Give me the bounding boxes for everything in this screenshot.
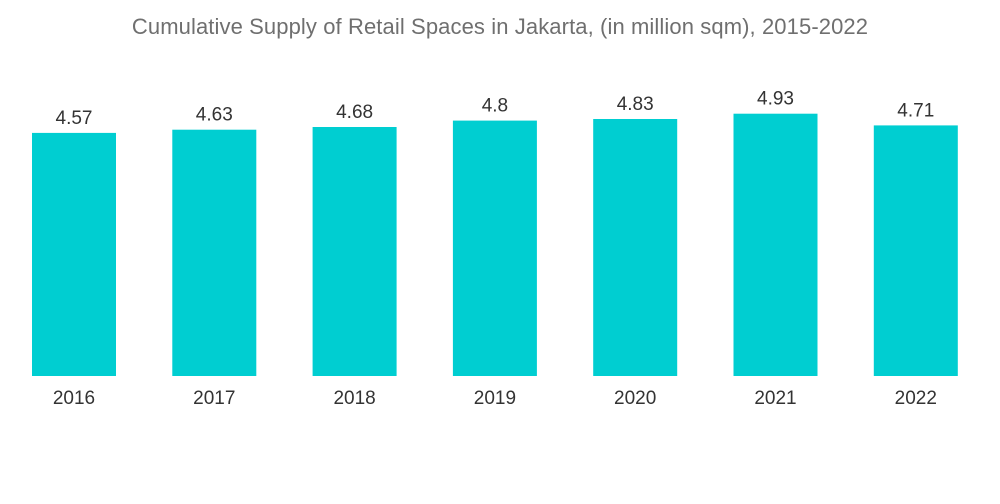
data-label-2018: 4.68 <box>336 102 373 123</box>
data-label-2017: 4.63 <box>196 105 233 126</box>
bar-2022 <box>873 125 958 377</box>
x-tick-label-2020: 2020 <box>614 388 656 409</box>
bar-2018 <box>312 127 397 376</box>
x-tick-label-2018: 2018 <box>333 388 375 409</box>
data-label-2019: 4.8 <box>482 96 508 117</box>
data-label-2020: 4.83 <box>617 94 654 115</box>
bar-2020 <box>593 119 678 376</box>
x-tick-label-2022: 2022 <box>895 388 937 409</box>
x-tick-label-2019: 2019 <box>474 388 516 409</box>
bar-2017 <box>172 129 257 376</box>
bar-2021 <box>733 113 818 376</box>
x-tick-label-2016: 2016 <box>53 388 95 409</box>
chart-title: Cumulative Supply of Retail Spaces in Ja… <box>131 14 869 39</box>
data-label-2022: 4.71 <box>897 100 934 121</box>
x-tick-label-2017: 2017 <box>193 388 235 409</box>
bar-2019 <box>452 120 537 376</box>
data-label-2016: 4.57 <box>56 108 93 129</box>
bar-2016 <box>32 132 116 376</box>
data-label-2021: 4.93 <box>757 89 794 110</box>
x-tick-label-2021: 2021 <box>754 388 796 409</box>
